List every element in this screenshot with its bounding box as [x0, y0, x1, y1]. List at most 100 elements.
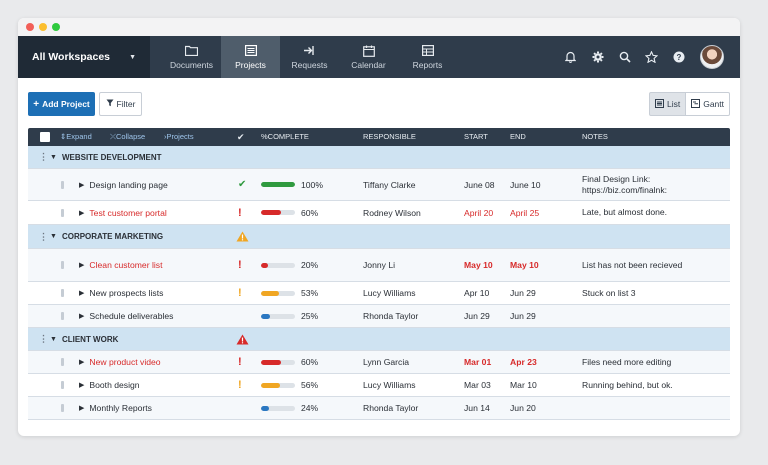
task-name[interactable]: Clean customer list [89, 260, 163, 270]
expand-triangle-icon[interactable]: ▶ [79, 262, 85, 269]
end-cell: June 10 [510, 169, 541, 200]
collapse-all-button[interactable]: ⤫ Collapse [110, 128, 145, 146]
expand-triangle-icon[interactable]: ▶ [79, 209, 85, 217]
start-date: June 08 [464, 179, 495, 190]
responsible-name: Rhonda Taylor [363, 311, 419, 321]
table-row[interactable]: ▶ Schedule deliverables 25% Rhonda Taylor Ju… [28, 305, 730, 328]
minimize-window-button[interactable] [39, 23, 47, 31]
responsible-name: Lucy Williams [363, 288, 416, 298]
add-project-button[interactable]: + Add Project [28, 92, 95, 116]
table-row[interactable]: ▶ New prospects lists! 53% Lucy Williams Apr… [28, 282, 730, 305]
bell-icon[interactable] [557, 36, 584, 78]
nav-reports-label: Reports [412, 59, 443, 70]
collapse-triangle-icon[interactable]: ▼ [50, 233, 57, 240]
expand-triangle-icon[interactable]: ▶ [79, 181, 85, 189]
group-row[interactable]: ⋮ ▼ WEBSITE DEVELOPMENT [28, 146, 730, 169]
notes-cell: Files need more editing [582, 351, 671, 373]
gantt-view-button[interactable]: Gantt [686, 92, 730, 116]
col-end[interactable]: END [510, 132, 526, 141]
progress-bar [261, 359, 295, 365]
calendar-icon [362, 45, 375, 57]
percent-label: 24% [301, 403, 319, 413]
drag-handle-icon[interactable] [61, 381, 64, 389]
list-view-button[interactable]: List [648, 92, 687, 116]
status-cell: ! [238, 201, 242, 224]
responsible-cell: Rhonda Taylor [363, 305, 418, 327]
group-row[interactable]: ⋮ ▼ CLIENT WORK [28, 328, 730, 351]
drag-handle-icon[interactable]: ⋮ [39, 231, 48, 241]
select-all-checkbox[interactable] [40, 132, 50, 142]
search-icon[interactable] [611, 36, 638, 78]
expand-triangle-icon[interactable]: ▶ [79, 313, 85, 320]
expand-triangle-icon[interactable]: ▶ [79, 382, 85, 389]
group-row[interactable]: ⋮ ▼ CORPORATE MARKETING [28, 225, 730, 249]
drag-handle-icon[interactable] [61, 312, 64, 320]
task-name[interactable]: Schedule deliverables [89, 311, 174, 321]
filter-button[interactable]: Filter [99, 92, 142, 116]
start-date: Jun 14 [464, 403, 490, 413]
nav-documents[interactable]: Documents [162, 36, 221, 78]
task-name[interactable]: New product video [89, 357, 161, 367]
task-name-cell: ▶ Booth design [79, 374, 140, 396]
expand-triangle-icon[interactable]: ▶ [79, 290, 85, 297]
table-row[interactable]: ▶ Booth design! 56% Lucy Williams Mar 03 Mar … [28, 374, 730, 397]
table-row[interactable]: ▶ Monthly Reports 24% Rhonda Taylor Jun 14 Ju… [28, 397, 730, 420]
expand-triangle-icon[interactable]: ▶ [79, 359, 85, 366]
nav-documents-label: Documents [170, 59, 213, 70]
folder-icon [184, 45, 199, 57]
task-name[interactable]: Test customer portal [89, 207, 167, 218]
drag-handle-icon[interactable] [61, 358, 64, 366]
collapse-label: Collapse [116, 132, 146, 141]
notes-line: Stuck on list 3 [582, 287, 636, 298]
drag-handle-icon[interactable]: ⋮ [39, 333, 48, 344]
nav-reports[interactable]: Reports [398, 36, 457, 78]
nav-projects[interactable]: Projects [221, 36, 280, 78]
col-percent-complete[interactable]: %COMPLETE [261, 132, 309, 141]
notes-text: Files need more editing [582, 357, 671, 368]
close-window-button[interactable] [26, 23, 34, 31]
notes-text: Stuck on list 3 [582, 288, 636, 299]
end-date: Apr 23 [510, 357, 537, 367]
gear-icon[interactable] [584, 36, 611, 78]
table-row[interactable]: ▶ Design landing page ✔ 100% Tiffany Clarke J… [28, 169, 730, 201]
task-name[interactable]: Design landing page [89, 179, 168, 190]
nav-calendar[interactable]: Calendar [339, 36, 398, 78]
projects-breadcrumb-link[interactable]: › Projects [164, 128, 194, 146]
drag-handle-icon[interactable] [61, 261, 64, 269]
expand-all-button[interactable]: ⇕ Expand [60, 128, 92, 146]
drag-handle-icon[interactable] [61, 180, 64, 189]
user-avatar[interactable] [700, 45, 724, 69]
task-name[interactable]: New prospects lists [89, 288, 164, 298]
table-row[interactable]: ▶ Clean customer list! 20% Jonny Li May 10 Ma… [28, 249, 730, 282]
col-responsible[interactable]: RESPONSIBLE [363, 132, 416, 141]
notes-line: Late, but almost done. [582, 207, 668, 218]
expand-triangle-icon[interactable]: ▶ [79, 405, 85, 412]
drag-handle-icon[interactable] [61, 208, 64, 217]
collapse-triangle-icon[interactable]: ▼ [50, 335, 57, 343]
list-icon [654, 98, 664, 110]
end-cell: Mar 10 [510, 374, 537, 396]
progress-fill [261, 182, 295, 187]
drag-handle-icon[interactable]: ⋮ [39, 151, 48, 162]
task-name[interactable]: Monthly Reports [89, 403, 152, 413]
percent-cell: 100% [261, 169, 331, 200]
task-name[interactable]: Booth design [89, 380, 140, 390]
workspace-selector[interactable]: All Workspaces ▼ [18, 36, 150, 78]
table-row[interactable]: ▶ New product video! 60% Lynn Garcia Mar 01 A… [28, 351, 730, 374]
group-title-cell: ▼ WEBSITE DEVELOPMENT [50, 146, 162, 168]
col-notes[interactable]: NOTES [582, 132, 608, 141]
exclamation-icon: ! [238, 206, 242, 219]
maximize-window-button[interactable] [52, 23, 60, 31]
col-start[interactable]: START [464, 132, 488, 141]
progress-fill [261, 359, 282, 365]
status-cell: ! [238, 374, 242, 396]
table-row[interactable]: ▶ Test customer portal! 60% Rodney Wilson Ap… [28, 201, 730, 225]
progress-bar [261, 290, 295, 296]
star-icon[interactable] [638, 36, 665, 78]
drag-handle-icon[interactable] [61, 404, 64, 412]
help-icon[interactable]: ? [665, 36, 692, 78]
drag-handle-icon[interactable] [61, 289, 64, 297]
collapse-triangle-icon[interactable]: ▼ [50, 153, 57, 161]
nav-requests[interactable]: Requests [280, 36, 339, 78]
progress-fill [261, 290, 280, 296]
